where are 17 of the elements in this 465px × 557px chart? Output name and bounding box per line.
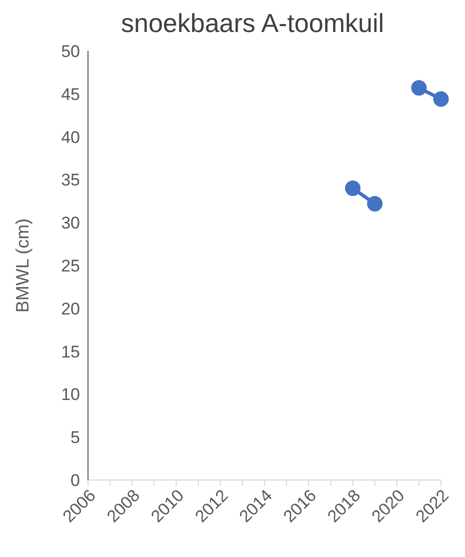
y-tick-label: 15 [61, 342, 80, 362]
y-tick-label: 20 [61, 299, 80, 318]
y-tick-label: 0 [70, 471, 80, 490]
point [345, 180, 360, 196]
y-tick-label: 10 [61, 385, 80, 404]
chart-title: snoekbaars A-toomkuil [120, 8, 386, 39]
y-tick-label: 5 [70, 428, 80, 448]
y-axis-title: BMWL (cm) [12, 218, 32, 313]
y-tick-label: 40 [61, 128, 80, 147]
point [433, 91, 449, 107]
y-tick-label: 30 [61, 214, 80, 233]
point [367, 196, 383, 212]
y-tick-label: 50 [61, 42, 80, 62]
y-tick-label: 25 [61, 256, 80, 276]
y-tick-label: 45 [61, 84, 80, 104]
y-tick-label: 35 [61, 170, 80, 190]
point [411, 80, 427, 96]
